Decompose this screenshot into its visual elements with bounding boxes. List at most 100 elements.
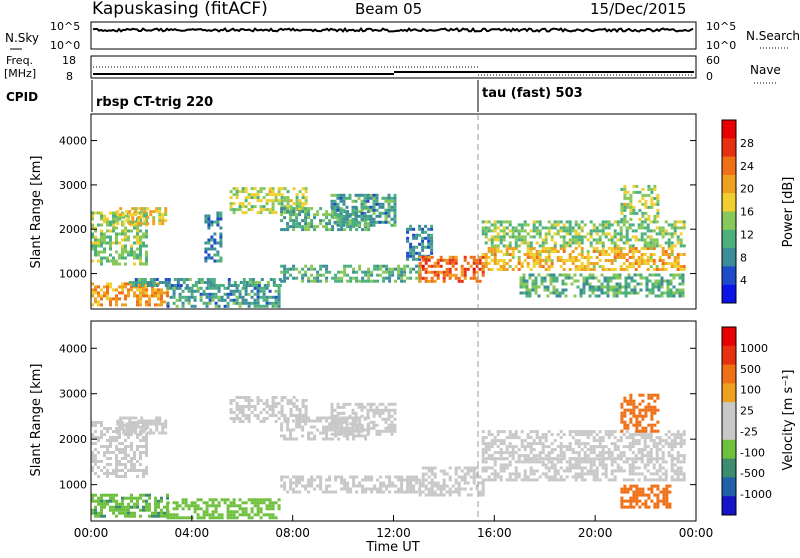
power-cell [534, 285, 538, 289]
power-cell [511, 268, 515, 271]
power-cell [112, 262, 115, 266]
power-cell [454, 261, 458, 265]
power-cell [681, 291, 685, 295]
velocity-cell [635, 423, 639, 427]
power-cell [160, 300, 163, 304]
velocity-cell [505, 466, 509, 470]
power-cell [412, 245, 416, 249]
power-cell [631, 253, 635, 256]
power-cell [618, 273, 622, 277]
power-cell [535, 256, 539, 259]
velocity-cell [304, 422, 308, 426]
power-cell [175, 286, 179, 290]
velocity-cell [301, 475, 305, 479]
power-cell [271, 205, 275, 209]
velocity-cell [580, 472, 584, 476]
power-cell [564, 288, 568, 292]
velocity-cell [641, 490, 645, 494]
velocity-cell [322, 428, 326, 432]
power-cell [400, 270, 404, 274]
velocity-cell [607, 457, 611, 461]
velocity-cell [412, 490, 416, 494]
velocity-cell [598, 439, 602, 443]
power-cell [547, 253, 551, 256]
power-cell [454, 255, 458, 259]
velocity-cell [508, 430, 512, 434]
velocity-cell [490, 472, 494, 476]
power-cell [632, 184, 636, 188]
power-cell [397, 264, 401, 268]
power-cell [649, 265, 653, 268]
velocity-cell [360, 423, 364, 427]
power-cell [244, 199, 248, 203]
velocity-cell [655, 469, 659, 473]
power-cell [546, 273, 550, 277]
velocity-cell [330, 405, 334, 409]
velocity-cell [145, 451, 148, 454]
power-cell [661, 229, 665, 233]
power-cell [502, 244, 506, 248]
velocity-cell [514, 433, 518, 437]
power-cell [209, 284, 213, 287]
power-cell [151, 288, 154, 292]
velocity-cell [364, 437, 368, 441]
power-cell [173, 278, 177, 281]
velocity-cell [148, 508, 151, 512]
velocity-cell [625, 430, 629, 434]
power-cell [626, 190, 630, 194]
power-cell [664, 232, 668, 236]
power-cell [628, 244, 632, 248]
velocity-cell [310, 419, 314, 423]
power-cell [292, 225, 296, 229]
velocity-cell [127, 433, 130, 436]
power-cell [172, 301, 176, 305]
power-cell [226, 304, 230, 308]
power-cell [643, 226, 647, 230]
power-cell [655, 241, 659, 245]
velocity-cell [613, 478, 617, 482]
velocity-cell [115, 508, 118, 512]
velocity-cell [487, 430, 491, 434]
velocity-cell [330, 423, 334, 427]
velocity-cell [336, 402, 340, 406]
velocity-cell [535, 430, 539, 434]
velocity-cell [682, 454, 686, 458]
velocity-cell [352, 481, 356, 485]
power-cell [148, 300, 151, 304]
power-cell [91, 223, 94, 227]
velocity-cell [568, 442, 572, 446]
power-cell [175, 304, 179, 308]
power-cell [134, 281, 138, 284]
power-cell [511, 226, 515, 230]
power-cell [568, 259, 572, 262]
power-cell [256, 193, 260, 197]
velocity-cell [393, 408, 397, 412]
velocity-cell [517, 436, 521, 440]
power-cell [609, 279, 613, 283]
velocity-cell [390, 432, 394, 436]
power-cell [620, 187, 624, 191]
power-cell [676, 220, 680, 224]
power-cell [629, 196, 633, 200]
power-cell [472, 267, 476, 271]
power-cell [280, 213, 284, 217]
power-cell [178, 286, 182, 290]
velocity-cell [256, 498, 260, 502]
power-cell [421, 236, 425, 240]
power-cell [94, 253, 97, 257]
power-cell [131, 219, 135, 223]
velocity-cell [346, 484, 350, 488]
velocity-cell [442, 472, 446, 476]
power-cell [508, 235, 512, 239]
power-cell [669, 273, 673, 277]
power-cell [595, 232, 599, 236]
velocity-cell [610, 430, 614, 434]
velocity-cell [100, 514, 103, 518]
velocity-cell [559, 460, 563, 464]
power-cell [238, 190, 242, 194]
power-cell [339, 199, 343, 203]
power-cell [519, 279, 523, 283]
power-cell [115, 262, 118, 266]
power-cell [322, 219, 326, 223]
power-cell [250, 193, 254, 197]
